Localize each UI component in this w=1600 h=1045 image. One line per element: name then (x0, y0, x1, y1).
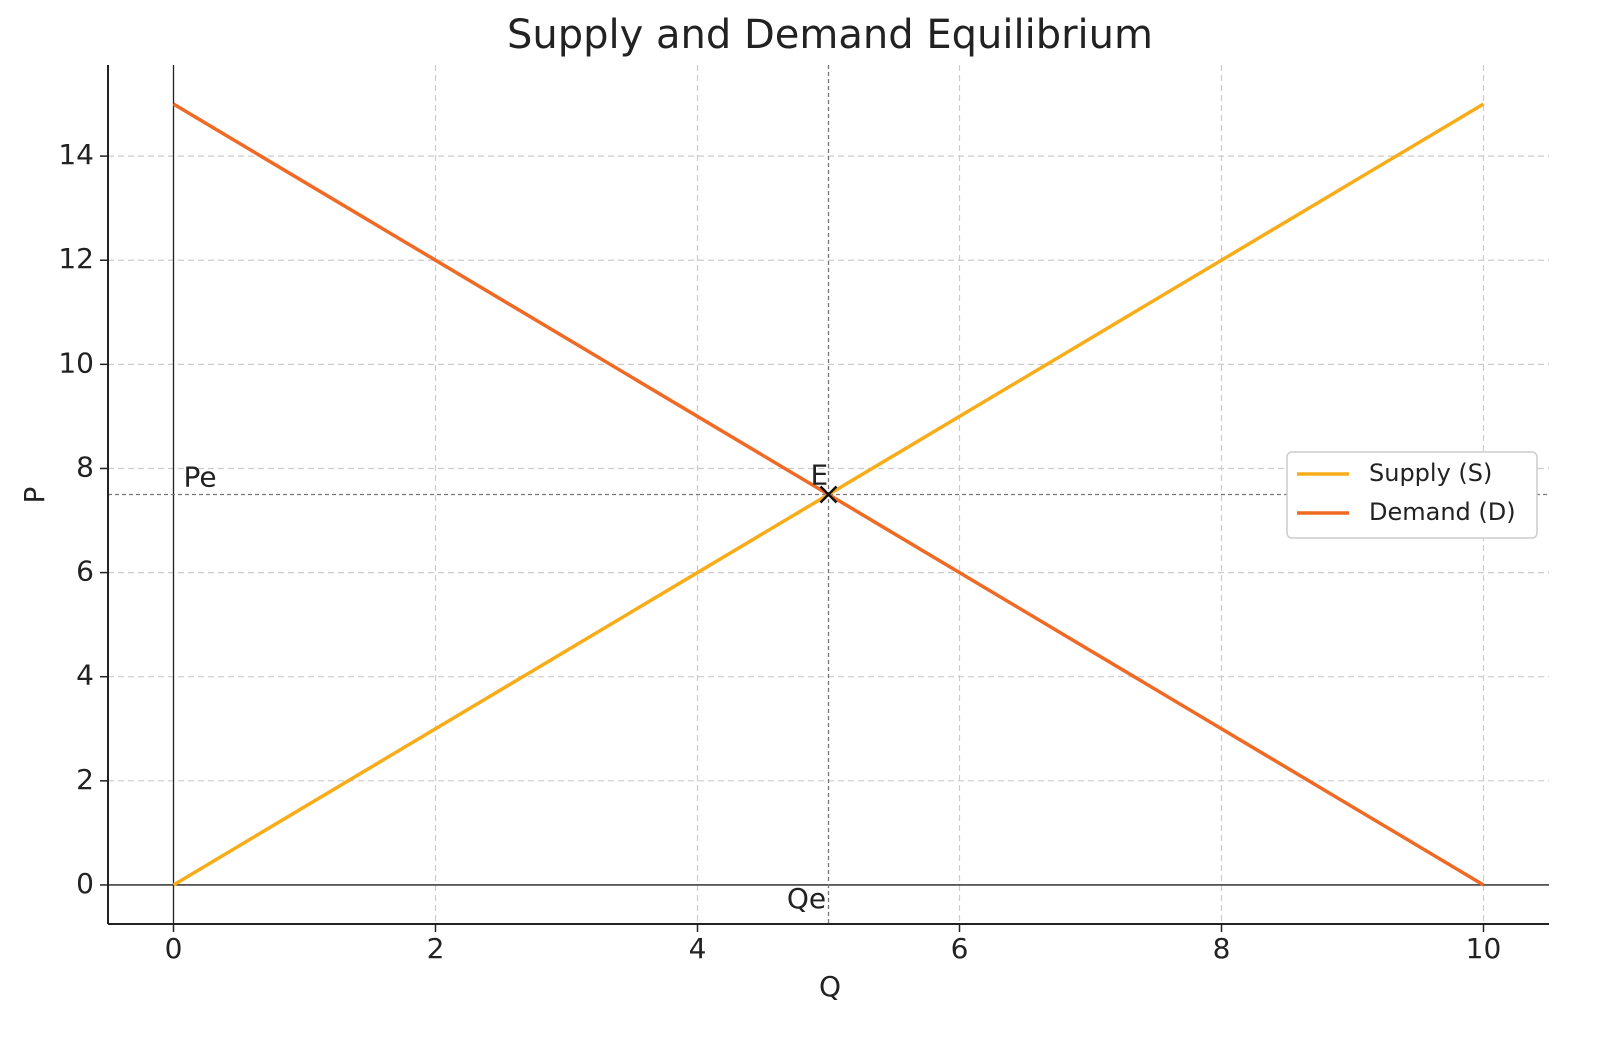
y-tick-label: 4 (76, 659, 94, 692)
y-tick-label: 10 (58, 346, 94, 379)
x-tick-label: 0 (165, 932, 183, 965)
legend-label: Supply (S) (1369, 459, 1492, 487)
price-label: Pe (184, 461, 217, 494)
x-tick-label: 6 (951, 932, 969, 965)
y-tick-label: 14 (58, 138, 94, 171)
equilibrium-point (819, 485, 838, 504)
y-tick-label: 0 (76, 867, 94, 900)
y-tick-label: 12 (58, 242, 94, 275)
x-tick-label: 10 (1466, 932, 1502, 965)
x-axis-label: Q (819, 970, 841, 1003)
legend-box (1286, 451, 1538, 539)
y-tick-label: 8 (76, 450, 94, 483)
x-tick-label: 8 (1213, 932, 1231, 965)
x-tick-label: 4 (689, 932, 707, 965)
x-tick-label: 2 (427, 932, 445, 965)
y-tick-label: 2 (76, 763, 94, 796)
legend-label: Demand (D) (1369, 498, 1516, 526)
quantity-label: Qe (787, 882, 826, 915)
equilibrium-marker (819, 485, 838, 504)
y-tick-label: 6 (76, 555, 94, 588)
y-axis-label: P (18, 487, 51, 504)
equilibrium-label: E (811, 459, 829, 492)
chart-title: Supply and Demand Equilibrium (507, 12, 1153, 58)
